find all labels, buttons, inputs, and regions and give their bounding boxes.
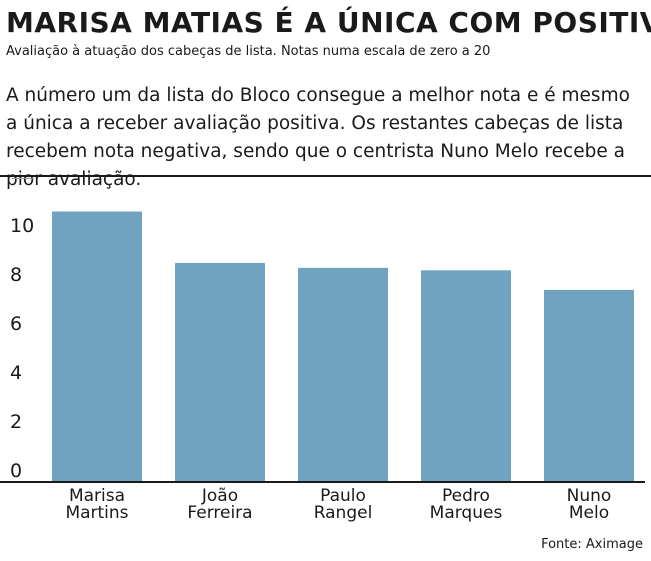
bar-marisa-martins bbox=[52, 211, 142, 481]
x-category-label: Melo bbox=[569, 503, 609, 523]
x-category-label: Marisa bbox=[69, 486, 125, 506]
y-tick-label-8: 8 bbox=[10, 264, 22, 286]
source-note: Fonte: Aximage bbox=[541, 537, 643, 552]
y-axis-ticks: 0 2 4 6 8 10 bbox=[10, 215, 34, 482]
y-tick-label-10: 10 bbox=[10, 215, 34, 237]
x-category-label: Nuno bbox=[567, 486, 612, 506]
x-category-label: João bbox=[201, 486, 238, 506]
chart-subtitle: Avaliação à atuação dos cabeças de lista… bbox=[6, 44, 491, 59]
x-category-label: Ferreira bbox=[187, 503, 252, 523]
lead-paragraph: A número um da lista do Bloco consegue a… bbox=[6, 85, 630, 190]
chart-title: MARISA MATIAS É A ÚNICA COM POSITIVA bbox=[6, 6, 651, 39]
section-divider bbox=[0, 175, 651, 177]
x-category-label: Martins bbox=[65, 503, 128, 523]
bar-nuno-melo bbox=[544, 289, 634, 481]
bar-joão-ferreira bbox=[175, 262, 265, 481]
bar-paulo-rangel bbox=[298, 267, 388, 481]
x-category-label: Rangel bbox=[314, 503, 373, 523]
y-tick-label-6: 6 bbox=[10, 313, 22, 335]
x-category-label: Pedro bbox=[442, 486, 490, 506]
decorative-dash bbox=[12, 178, 34, 179]
y-tick-label-2: 2 bbox=[10, 411, 22, 433]
y-tick-label-0: 0 bbox=[10, 460, 22, 482]
x-category-label: Marques bbox=[430, 503, 503, 523]
y-tick-label-4: 4 bbox=[10, 362, 22, 384]
x-category-label: Paulo bbox=[320, 486, 366, 506]
bars-layer bbox=[52, 211, 634, 481]
bar-pedro-marques bbox=[421, 270, 511, 481]
